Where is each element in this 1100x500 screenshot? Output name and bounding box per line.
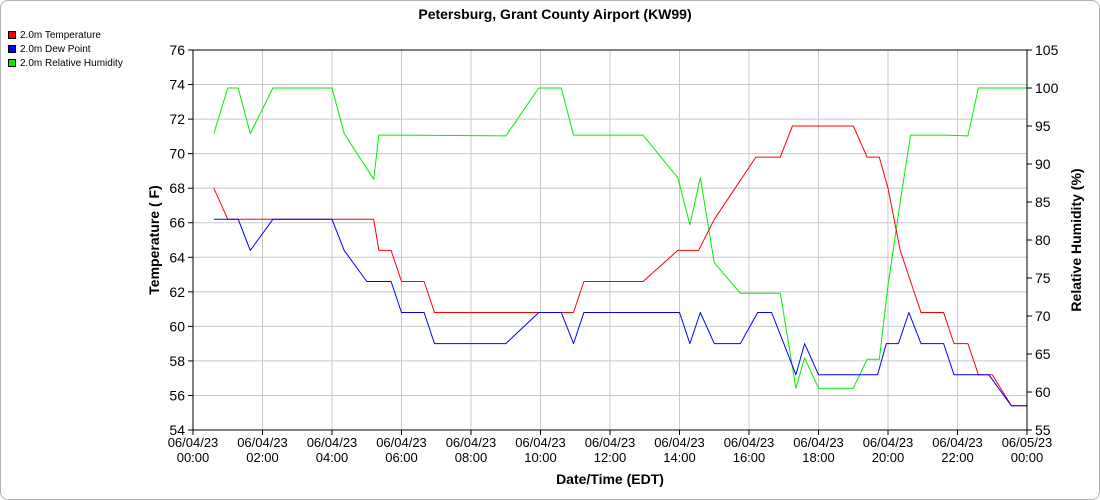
x-tick-date: 06/04/23 [724, 435, 775, 450]
x-tick-time: 00:00 [177, 450, 210, 465]
legend: 2.0m Temperature 2.0m Dew Point 2.0m Rel… [8, 28, 123, 70]
y-right-tick-label: 100 [1035, 80, 1059, 96]
y-left-tick-label: 60 [169, 318, 185, 334]
x-tick-time: 10:00 [524, 450, 557, 465]
legend-label-dew-point: 2.0m Dew Point [20, 43, 91, 55]
y-left-tick-label: 70 [169, 146, 185, 162]
series-line-2-0m-temperature [213, 125, 1027, 407]
y-left-tick-label: 68 [169, 180, 185, 196]
x-tick-time: 14:00 [663, 450, 696, 465]
y-axis-right-label: Relative Humidity (%) [1068, 168, 1084, 311]
x-tick-time: 12:00 [594, 450, 627, 465]
x-tick-date: 06/04/23 [654, 435, 705, 450]
x-tick-time: 22:00 [941, 450, 974, 465]
legend-item-dew-point: 2.0m Dew Point [8, 42, 123, 56]
series-line-2-0m-relative-humidity [213, 87, 1027, 389]
y-right-tick-label: 55 [1035, 422, 1051, 438]
y-axis-right-ticks: 55 60 65 70 75 80 85 90 95 100 105 [1027, 42, 1059, 438]
y-left-tick-label: 66 [169, 215, 185, 231]
y-right-tick-label: 75 [1035, 270, 1051, 286]
x-axis-label: Date/Time (EDT) [556, 471, 664, 487]
series-layer [213, 87, 1027, 407]
x-tick-date: 06/04/23 [237, 435, 288, 450]
y-axis-left-ticks: 54 56 58 60 62 64 66 68 70 72 74 76 [169, 42, 193, 438]
y-right-tick-label: 65 [1035, 346, 1051, 362]
legend-swatch-dew-point [8, 45, 16, 53]
x-tick-date: 06/04/23 [932, 435, 983, 450]
x-tick-date: 06/04/23 [168, 435, 219, 450]
x-tick-date: 06/04/23 [376, 435, 427, 450]
x-tick-date: 06/04/23 [307, 435, 358, 450]
y-axis-left-label: Temperature ( F) [146, 185, 162, 294]
x-tick-date: 06/04/23 [446, 435, 497, 450]
y-right-tick-label: 90 [1035, 156, 1051, 172]
legend-swatch-temperature [8, 31, 16, 39]
y-right-tick-label: 60 [1035, 384, 1051, 400]
x-tick-date: 06/04/23 [515, 435, 566, 450]
y-left-tick-label: 74 [169, 77, 185, 93]
y-left-tick-label: 72 [169, 111, 185, 127]
x-tick-time: 20:00 [872, 450, 905, 465]
y-right-tick-label: 80 [1035, 232, 1051, 248]
x-tick-date: 06/04/23 [585, 435, 636, 450]
y-left-tick-label: 76 [169, 42, 185, 58]
x-tick-date: 06/04/23 [793, 435, 844, 450]
x-tick-time: 08:00 [455, 450, 488, 465]
grid [192, 49, 1028, 431]
legend-label-relative-humidity: 2.0m Relative Humidity [20, 57, 123, 69]
y-right-tick-label: 85 [1035, 194, 1051, 210]
y-left-tick-label: 56 [169, 387, 185, 403]
y-left-tick-label: 62 [169, 284, 185, 300]
chart-title: Petersburg, Grant County Airport (KW99) [418, 6, 691, 22]
x-tick-date: 06/04/23 [863, 435, 914, 450]
y-left-tick-label: 54 [169, 422, 185, 438]
legend-label-temperature: 2.0m Temperature [20, 29, 101, 41]
x-tick-date: 06/05/23 [1002, 435, 1053, 450]
y-left-tick-label: 64 [169, 249, 185, 265]
legend-item-temperature: 2.0m Temperature [8, 28, 123, 42]
x-tick-time: 06:00 [385, 450, 418, 465]
y-right-tick-label: 105 [1035, 42, 1059, 58]
y-right-tick-label: 95 [1035, 118, 1051, 134]
legend-item-relative-humidity: 2.0m Relative Humidity [8, 56, 123, 70]
x-tick-time: 00:00 [1011, 450, 1044, 465]
x-axis-ticks: 06/04/2300:0006/04/2302:0006/04/2304:000… [168, 430, 1053, 465]
x-tick-time: 02:00 [246, 450, 279, 465]
x-tick-time: 18:00 [802, 450, 835, 465]
series-line-2-0m-dew-point [213, 218, 1027, 407]
y-right-tick-label: 70 [1035, 308, 1051, 324]
x-tick-time: 04:00 [316, 450, 349, 465]
x-tick-time: 16:00 [733, 450, 766, 465]
legend-swatch-relative-humidity [8, 59, 16, 67]
y-left-tick-label: 58 [169, 353, 185, 369]
